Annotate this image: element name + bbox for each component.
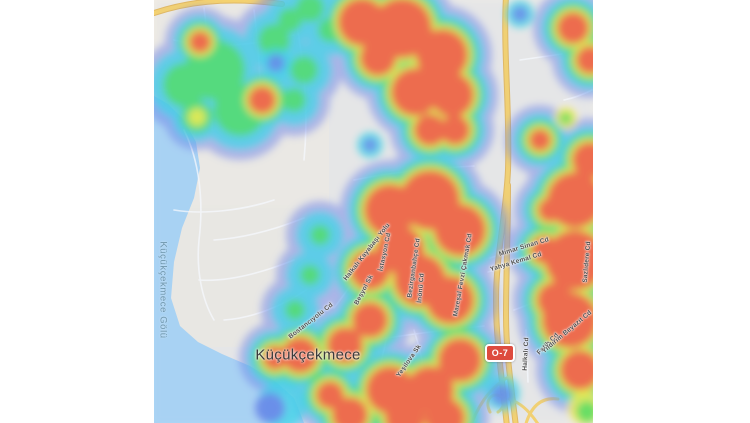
- heat-layer-high: [189, 0, 593, 423]
- heat-cool-spots: [255, 0, 593, 423]
- map-canvas[interactable]: Küçükçekmece Gölü Küçükçekmece Halkalı K…: [154, 0, 593, 423]
- map-graphics: [154, 0, 593, 423]
- heatmap-overlay: [154, 0, 593, 423]
- motorway-badge: O-7: [485, 344, 515, 362]
